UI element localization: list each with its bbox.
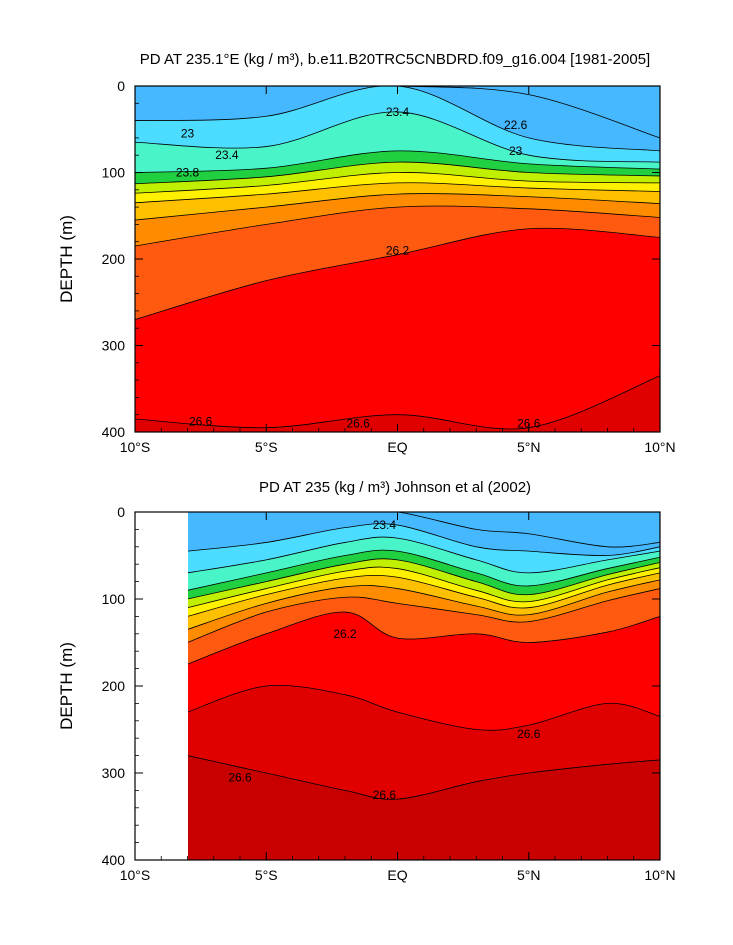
contour-label: 23	[509, 144, 523, 158]
contour-line-23.8	[135, 150, 660, 173]
top-panel: PD AT 235.1°E (kg / m³), b.e11.B20TRC5CN…	[57, 51, 676, 455]
x-tick-label: 5°S	[255, 867, 278, 883]
contour-line-24.6	[188, 566, 660, 608]
top-panel-title: PD AT 235.1°E (kg / m³), b.e11.B20TRC5CN…	[140, 51, 650, 68]
contour-label: 26.6	[228, 770, 252, 784]
contour-label: 23.4	[386, 105, 410, 119]
y-tick-label: 100	[102, 591, 126, 607]
contour-label: 23.8	[176, 166, 200, 180]
x-tick-label: 10°S	[120, 439, 151, 455]
contour-line-25.4	[135, 193, 660, 221]
top-panel-ylabel: DEPTH (m)	[57, 215, 76, 303]
bottom-panel-title: PD AT 235 (kg / m³) Johnson et al (2002)	[259, 479, 531, 496]
contour-label: 26.6	[189, 415, 213, 429]
contour-label: 23	[181, 127, 195, 141]
contour-line-22.6	[188, 512, 660, 548]
contour-band-26.2	[135, 228, 660, 432]
x-tick-label: 5°N	[517, 867, 541, 883]
x-tick-label: 5°S	[255, 439, 278, 455]
contour-line-23.8	[188, 549, 660, 591]
contour-line-24.6	[135, 172, 660, 194]
contour-line-26.6	[135, 375, 660, 430]
contour-band-26.6	[135, 375, 660, 432]
y-tick-label: 0	[117, 78, 125, 94]
y-tick-label: 200	[102, 251, 126, 267]
y-tick-label: 100	[102, 165, 126, 181]
contour-line-25	[188, 572, 660, 617]
y-tick-label: 300	[102, 338, 126, 354]
y-tick-label: 0	[117, 504, 125, 520]
contour-label: 26.2	[386, 243, 410, 257]
y-tick-label: 300	[102, 765, 126, 781]
x-tick-label: 10°S	[120, 867, 151, 883]
contour-line-25.4	[188, 579, 660, 630]
x-tick-label: EQ	[387, 867, 407, 883]
contour-line-24.2	[135, 161, 660, 185]
contour-line-25.8	[135, 205, 660, 247]
x-tick-label: 10°N	[644, 439, 675, 455]
contour-label: 23.4	[215, 148, 239, 162]
contour-label: 26.6	[346, 416, 370, 430]
contour-line-26.2	[188, 611, 660, 665]
bottom-panel: PD AT 235 (kg / m³) Johnson et al (2002)…	[57, 479, 676, 883]
bottom-panel-ylabel: DEPTH (m)	[57, 642, 76, 730]
contour-label: 22.6	[504, 118, 528, 132]
contour-line-22.6	[135, 86, 660, 139]
contour-band-27	[188, 755, 660, 860]
x-tick-label: 5°N	[517, 439, 541, 455]
contour-label: 26.6	[517, 727, 541, 741]
contour-label: 26.2	[333, 627, 357, 641]
contour-line-26.2	[135, 227, 660, 320]
y-tick-label: 400	[102, 424, 126, 440]
contour-label: 23.4	[373, 518, 397, 532]
contour-line-27	[188, 755, 660, 800]
contour-label: 26.6	[373, 788, 397, 802]
x-tick-label: EQ	[387, 439, 407, 455]
contour-line-23.4	[135, 111, 660, 163]
contour-line-25	[135, 182, 660, 204]
x-tick-label: 10°N	[644, 867, 675, 883]
contour-line-23	[188, 523, 660, 556]
contour-label: 26.6	[517, 416, 541, 430]
contour-line-23.4	[188, 536, 660, 574]
contour-line-26.6	[188, 684, 660, 731]
y-tick-label: 200	[102, 678, 126, 694]
contour-line-24.2	[188, 558, 660, 600]
contour-line-25.8	[188, 588, 660, 643]
y-tick-label: 400	[102, 852, 126, 868]
